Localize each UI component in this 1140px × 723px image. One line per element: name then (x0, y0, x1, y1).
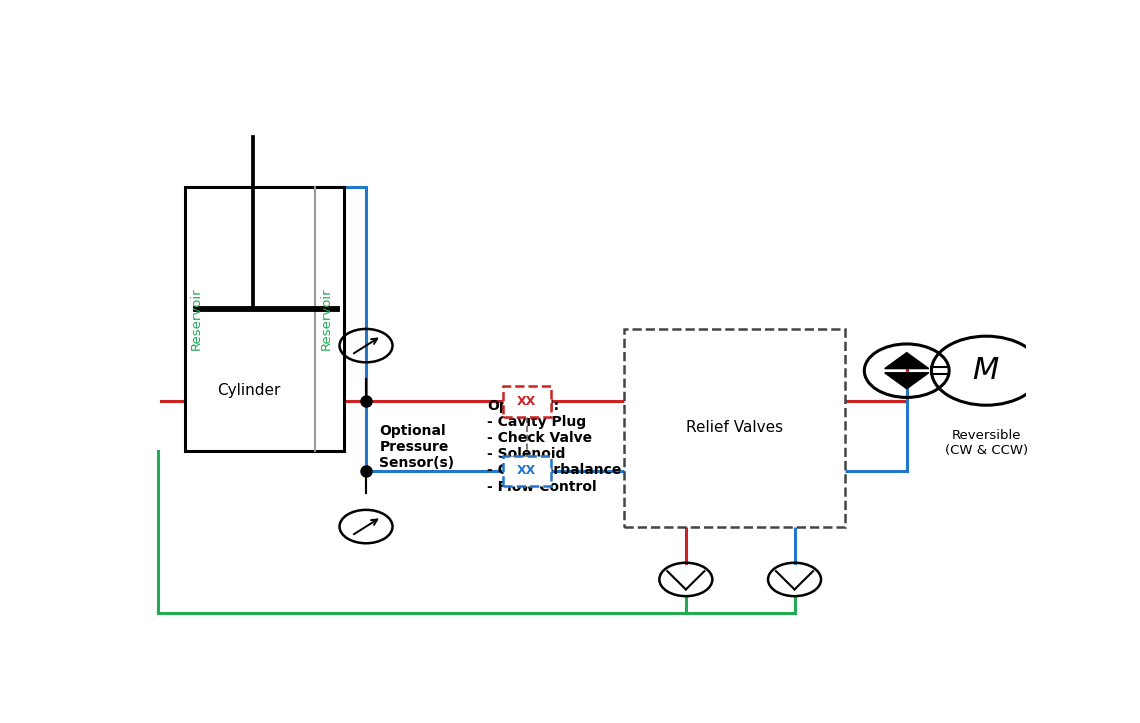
Text: XX: XX (518, 464, 537, 477)
Text: Reservoir: Reservoir (319, 288, 333, 351)
Bar (503, 386, 551, 416)
Text: Reversible
(CW & CCW): Reversible (CW & CCW) (945, 429, 1028, 457)
Text: Optional
Pressure
Sensor(s): Optional Pressure Sensor(s) (380, 424, 455, 470)
Bar (503, 455, 551, 486)
Bar (624, 329, 845, 526)
Text: Optional:
- Cavity Plug
- Check Valve
- Solenoid
- Counterbalance
- Flow Control: Optional: - Cavity Plug - Check Valve - … (487, 398, 621, 494)
Polygon shape (885, 373, 929, 389)
Bar (185, 187, 344, 451)
Text: XX: XX (518, 395, 537, 408)
Text: Cylinder: Cylinder (217, 382, 280, 398)
Text: Reservoir: Reservoir (190, 288, 203, 351)
Text: Relief Valves: Relief Valves (686, 420, 783, 435)
Text: $\mathit{M}$: $\mathit{M}$ (972, 356, 1000, 385)
Polygon shape (885, 353, 929, 369)
